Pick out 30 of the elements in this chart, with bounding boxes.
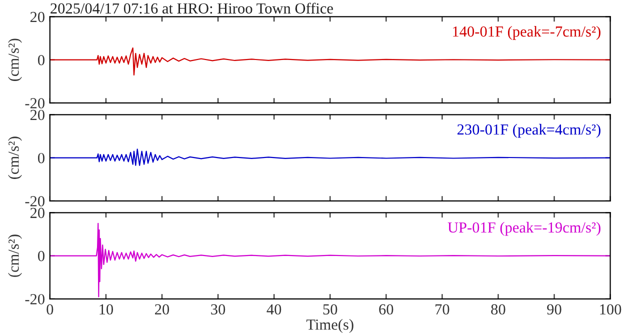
x-tick-label: 80 [491,304,506,315]
series-label: 230-01F (peak=4cm/s²) [457,124,600,138]
chart-title: 2025/04/17 07:16 at HRO: Hiroo Town Office [50,2,333,14]
y-axis-title: (cm/s²) [8,234,22,277]
y-tick-label: 20 [30,110,44,120]
y-tick-label: -20 [25,294,44,304]
x-tick-label: 20 [155,304,170,315]
y-axis-title: (cm/s²) [8,136,22,179]
series-label: UP-01F (peak=-19cm/s²) [448,222,600,236]
y-tick-label: 0 [38,54,44,66]
x-axis-title: Time(s) [306,319,354,333]
line-series [50,47,610,76]
y-tick-label: 0 [38,152,44,164]
x-tick-label: 90 [547,304,562,315]
y-axis-title: (cm/s²) [8,38,22,81]
y-tick-label: 0 [38,250,44,262]
x-tick-label: 60 [379,304,394,315]
y-tick-label: 20 [30,12,44,22]
y-tick-label: 20 [30,208,44,218]
x-tick-label: 30 [211,304,226,315]
x-tick-label: 50 [323,304,338,315]
x-tick-label: 10 [100,304,114,315]
line-series [50,148,610,166]
x-tick-label: 100 [600,304,622,315]
y-tick-label: -20 [25,98,44,108]
x-tick-label: 40 [266,304,282,315]
x-tick-label: 0 [46,304,54,315]
series-label: 140-01F (peak=-7cm/s²) [453,26,600,40]
y-tick-label: -20 [25,196,44,206]
x-tick-label: 70 [436,304,450,315]
